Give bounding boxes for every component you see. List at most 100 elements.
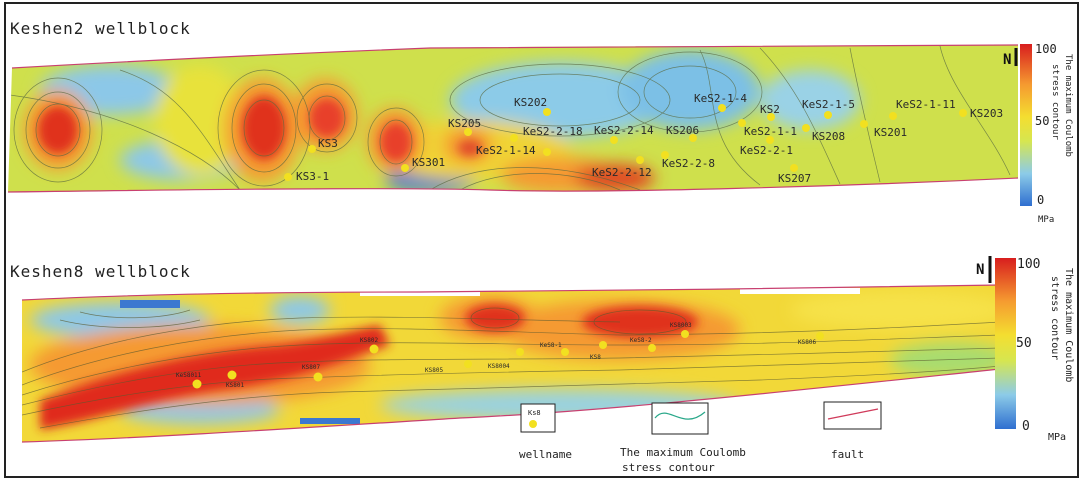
- svg-text:fault: fault: [831, 448, 864, 461]
- svg-text:Ks8: Ks8: [528, 409, 541, 417]
- well-marker: KeS8-2: [630, 337, 656, 352]
- well-marker: KeS2-1-1: [738, 119, 797, 138]
- svg-text:The maximum Coulomb: The maximum Coulomb: [1063, 54, 1073, 157]
- panel-keshen2: Keshen2 wellblock: [7, 19, 1073, 225]
- svg-text:KeS2-1-5: KeS2-1-5: [802, 98, 855, 111]
- svg-text:KS206: KS206: [666, 124, 699, 137]
- colorbar-keshen2: 100 50 0 MPa The maximum Coulomb stress …: [1020, 42, 1073, 225]
- svg-text:N: N: [976, 262, 984, 278]
- well-marker: KS201: [860, 120, 907, 139]
- well-marker: KS205: [448, 117, 481, 136]
- well-marker: KS203: [959, 107, 1003, 120]
- svg-text:KS205: KS205: [448, 117, 481, 130]
- well-marker: KS8003: [670, 322, 692, 338]
- svg-text:KS807: KS807: [302, 364, 320, 371]
- svg-text:KeS8011: KeS8011: [176, 372, 202, 379]
- svg-text:KS201: KS201: [874, 126, 907, 139]
- svg-text:KeS2-1-14: KeS2-1-14: [476, 144, 536, 157]
- well-marker: KS301: [401, 156, 445, 172]
- legend: Ks8 wellname The maximum Coulomb stress …: [519, 401, 882, 474]
- svg-text:0: 0: [1022, 419, 1030, 434]
- well-marker: KeS8011: [176, 372, 202, 389]
- svg-text:KeS8-1: KeS8-1: [540, 342, 562, 349]
- north-arrow-icon: N: [976, 256, 992, 283]
- panel-title: Keshen8 wellblock: [10, 262, 191, 281]
- well-marker: KeS2-1-5: [802, 98, 855, 119]
- boundary-fault-south: [7, 177, 1019, 193]
- svg-text:KS3: KS3: [318, 137, 338, 150]
- svg-text:KS805: KS805: [425, 367, 443, 374]
- well-marker: KS8004: [488, 348, 524, 370]
- well-marker: KeS2-1-4: [694, 92, 747, 112]
- svg-text:KS207: KS207: [778, 172, 811, 185]
- svg-text:KS3-1: KS3-1: [296, 170, 329, 183]
- svg-text:KS202: KS202: [514, 96, 547, 109]
- svg-text:KS208: KS208: [812, 130, 845, 143]
- well-marker: KeS2-2-18: [510, 125, 583, 142]
- well-marker: KS206: [666, 124, 699, 142]
- well-marker: KS3: [308, 137, 338, 153]
- boundary-fault-south: [21, 368, 1001, 443]
- panel-title: Keshen2 wellblock: [10, 19, 191, 38]
- svg-text:stress contour: stress contour: [1050, 64, 1060, 140]
- svg-text:KeS2-2-14: KeS2-2-14: [594, 124, 654, 137]
- svg-text:stress contour: stress contour: [1049, 276, 1060, 360]
- svg-text:MPa: MPa: [1038, 215, 1054, 225]
- svg-text:The maximum Coulomb: The maximum Coulomb: [1063, 268, 1074, 382]
- svg-text:KS2: KS2: [760, 103, 780, 116]
- well-marker: KS207: [778, 164, 811, 185]
- svg-text:KS806: KS806: [798, 339, 816, 346]
- legend-well-caption: wellname: [519, 448, 572, 461]
- svg-text:100: 100: [1035, 42, 1057, 56]
- svg-text:KS203: KS203: [970, 107, 1003, 120]
- svg-text:KS301: KS301: [412, 156, 445, 169]
- svg-text:KeS2-2-12: KeS2-2-12: [592, 166, 652, 179]
- svg-text:KeS2-2-18: KeS2-2-18: [523, 125, 583, 138]
- wells-keshen2: KS202 KeS2-1-4 KS2 KeS2-1-5 KeS2-1-11 KS…: [284, 92, 1003, 185]
- well-marker: KeS2-2-1: [740, 136, 793, 157]
- well-marker: KS2: [760, 103, 780, 121]
- boundary-fault-north: [11, 44, 1019, 69]
- svg-text:KS8003: KS8003: [670, 322, 692, 329]
- svg-text:100: 100: [1017, 257, 1040, 272]
- well-marker: KeS2-2-12: [592, 156, 652, 179]
- boundary-fault-north: [21, 284, 1001, 301]
- north-arrow-icon: N: [1003, 48, 1018, 68]
- well-marker: KS208: [802, 124, 845, 143]
- well-marker: KeS2-2-14: [594, 124, 654, 144]
- svg-text:KeS2-1-4: KeS2-1-4: [694, 92, 747, 105]
- svg-text:N: N: [1003, 52, 1011, 68]
- svg-text:KeS8-2: KeS8-2: [630, 337, 652, 344]
- figure-frame: [4, 2, 1079, 478]
- well-marker: KS202: [514, 96, 551, 116]
- stress-map-keshen2: [8, 45, 1018, 192]
- well-marker: KS805: [425, 360, 472, 374]
- well-marker: KS3-1: [284, 170, 329, 183]
- colorbar-keshen8: 100 50 0 MPa The maximum Coulomb stress …: [995, 257, 1074, 443]
- svg-text:The maximum Coulomb: The maximum Coulomb: [620, 446, 746, 459]
- well-marker: KeS2-2-8: [661, 151, 715, 170]
- well-marker: KS802: [360, 337, 379, 354]
- well-marker: KeS2-1-11: [889, 98, 956, 120]
- svg-text:KS8: KS8: [590, 354, 601, 361]
- well-marker: KS807: [302, 364, 323, 382]
- well-marker: KS806: [798, 332, 824, 346]
- svg-text:50: 50: [1016, 336, 1032, 351]
- svg-text:KeS2-2-8: KeS2-2-8: [662, 157, 715, 170]
- svg-text:KeS2-2-1: KeS2-2-1: [740, 144, 793, 157]
- legend-well: Ks8 wellname: [519, 403, 572, 461]
- wells-keshen8: KS802 KeS8-1 KeS8-2 KS8003 KS806 KeS8011…: [176, 322, 824, 389]
- well-marker: KeS8-1: [540, 342, 569, 356]
- well-marker: KS8: [590, 341, 607, 361]
- legend-fault: fault: [823, 401, 882, 461]
- svg-text:KS801: KS801: [226, 382, 244, 389]
- svg-text:0: 0: [1037, 193, 1044, 207]
- well-marker: KeS2-1-14: [476, 144, 551, 157]
- svg-text:MPa: MPa: [1048, 432, 1066, 443]
- svg-text:stress contour: stress contour: [622, 461, 715, 474]
- legend-contour: The maximum Coulomb stress contour: [620, 402, 746, 474]
- svg-text:KeS2-1-11: KeS2-1-11: [896, 98, 956, 111]
- well-marker: KS801: [226, 370, 244, 389]
- svg-text:KeS2-1-1: KeS2-1-1: [744, 125, 797, 138]
